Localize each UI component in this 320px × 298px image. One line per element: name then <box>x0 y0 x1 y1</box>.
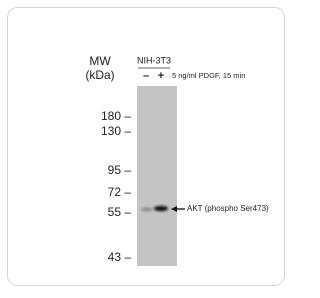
marker: 180 – <box>101 109 131 123</box>
marker: 95 – <box>108 163 132 177</box>
marker: 130 – <box>101 124 131 138</box>
band-label: AKT (phospho Ser473) <box>187 204 269 213</box>
figure: MW (kDa) NIH-3T3 – + 5 ng/ml PDGF, 15 mi… <box>0 0 292 293</box>
treatment: 5 ng/ml PDGF, 15 min <box>172 71 245 80</box>
marker: 72 – <box>108 185 132 199</box>
lane-label: – <box>143 70 149 82</box>
marker: 43 – <box>108 250 132 264</box>
mw-label: MW <box>89 54 111 68</box>
marker: 55 – <box>108 205 132 219</box>
page: MW (kDa) NIH-3T3 – + 5 ng/ml PDGF, 15 mi… <box>0 0 292 293</box>
band-strong <box>154 206 168 211</box>
band-faint <box>141 208 153 212</box>
unit-label: (kDa) <box>85 68 114 82</box>
cell-line: NIH-3T3 <box>137 55 171 65</box>
blot <box>137 86 177 266</box>
lane-label: + <box>158 70 164 82</box>
